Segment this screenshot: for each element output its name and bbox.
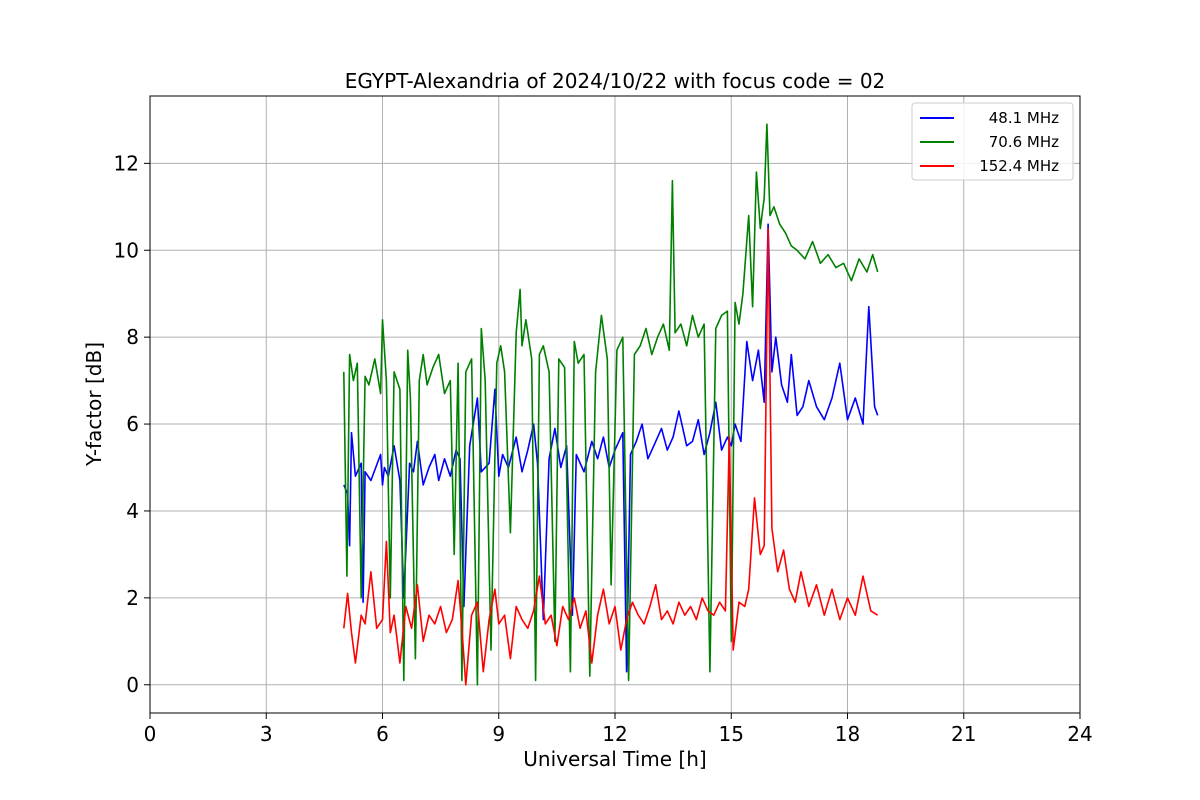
x-tick-label: 12 [602,722,627,746]
x-axis-label: Universal Time [h] [523,747,706,771]
x-axis: 0 3 6 9 12 15 18 21 24 [144,713,1093,746]
y-tick-label: 2 [126,586,139,610]
series-line-3 [343,227,879,686]
y-tick-label: 0 [126,673,139,697]
y-tick-label: 4 [126,499,139,523]
legend-box [911,102,1074,181]
x-tick-label: 21 [951,722,976,746]
y-axis-label: Y-factor [dB] [82,342,106,467]
series-layer [343,123,879,686]
y-tick-label: 10 [114,238,139,262]
x-tick-label: 9 [492,722,505,746]
x-tick-label: 18 [835,722,860,746]
legend-label: 48.1 MHz [989,109,1059,127]
x-tick-label: 24 [1067,722,1092,746]
series-line-2 [343,123,879,686]
series-line-1 [343,223,879,673]
x-tick-label: 15 [719,722,744,746]
y-tick-label: 6 [126,412,139,436]
y-axis: 0 2 4 6 8 10 12 [114,151,150,697]
y-tick-label: 12 [114,151,139,175]
x-tick-label: 6 [376,722,389,746]
legend-label: 152.4 MHz [979,157,1059,175]
x-tick-label: 3 [260,722,273,746]
legend-label: 70.6 MHz [989,133,1059,151]
chart-title: EGYPT-Alexandria of 2024/10/22 with focu… [345,69,886,93]
legend: 48.1 MHz 70.6 MHz 152.4 MHz [911,102,1074,181]
y-tick-label: 8 [126,325,139,349]
x-tick-label: 0 [144,722,157,746]
